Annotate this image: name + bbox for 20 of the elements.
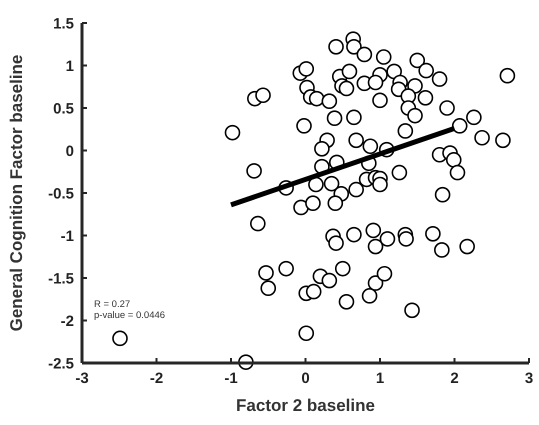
- y-tick-label: 0: [66, 142, 74, 160]
- x-tick-label: -2: [150, 370, 164, 387]
- y-tick-label: -1.5: [48, 270, 74, 288]
- y-tick-label: 1.5: [53, 15, 74, 32]
- x-tick-label: 3: [524, 370, 534, 387]
- y-tick-label: -2.5: [48, 355, 74, 372]
- y-tick-label: -0.5: [48, 185, 74, 202]
- y-axis-title: General Cognition Factor baseline: [7, 54, 26, 332]
- annotation: R = 0.27: [94, 299, 130, 310]
- annotation: p-value = 0.0446: [94, 310, 166, 321]
- y-tick-label: -1: [60, 228, 74, 245]
- x-tick-label: -3: [75, 370, 89, 387]
- y-tick-label: 1: [66, 58, 74, 75]
- x-tick-label: 1: [376, 370, 384, 387]
- y-tick-label: 0.5: [53, 100, 74, 118]
- x-tick-label: 0: [301, 370, 310, 387]
- y-tick-label: -2: [60, 312, 74, 330]
- x-tick-label: 2: [450, 370, 459, 387]
- x-axis-title: Factor 2 baseline: [236, 396, 375, 415]
- x-tick-label: -1: [224, 370, 238, 387]
